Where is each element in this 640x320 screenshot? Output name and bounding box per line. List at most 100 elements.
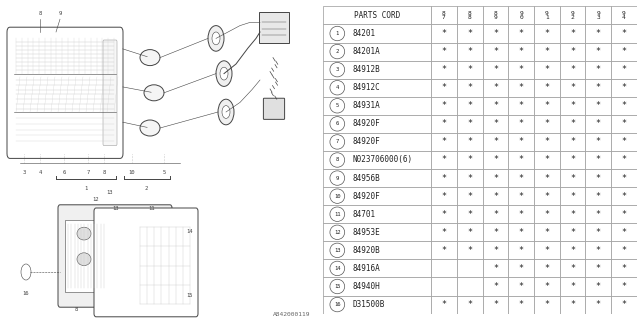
Bar (508, 6, 534, 24)
Bar (559, 223, 586, 241)
Text: *: * (493, 246, 498, 255)
Bar (586, 260, 611, 277)
Bar (323, 205, 431, 223)
Text: *: * (596, 101, 601, 110)
Text: *: * (570, 264, 575, 273)
Text: *: * (442, 137, 447, 147)
Text: *: * (467, 228, 472, 237)
Bar (559, 151, 586, 169)
Bar (586, 79, 611, 97)
Bar (586, 169, 611, 187)
Text: *: * (493, 156, 498, 164)
Text: *: * (544, 246, 549, 255)
Text: *: * (544, 300, 549, 309)
Bar (559, 277, 586, 296)
Circle shape (330, 135, 345, 149)
Bar (611, 260, 637, 277)
Bar (323, 97, 431, 115)
Bar (534, 133, 559, 151)
Bar (431, 60, 457, 79)
Bar (559, 260, 586, 277)
Text: *: * (596, 173, 601, 183)
Text: *: * (467, 65, 472, 74)
Bar (559, 241, 586, 260)
Text: *: * (518, 192, 524, 201)
Text: 11: 11 (148, 206, 156, 211)
Bar (431, 205, 457, 223)
Bar (611, 97, 637, 115)
Text: *: * (621, 65, 627, 74)
Bar (559, 133, 586, 151)
Text: 13: 13 (107, 190, 113, 195)
Bar (534, 97, 559, 115)
Bar (483, 115, 508, 133)
Text: 84920B: 84920B (353, 246, 381, 255)
Text: *: * (544, 29, 549, 38)
Bar (431, 43, 457, 60)
Text: 8: 8 (74, 307, 77, 312)
Text: *: * (596, 65, 601, 74)
Bar (457, 241, 483, 260)
Bar (611, 241, 637, 260)
Text: 84956B: 84956B (353, 173, 381, 183)
Text: *: * (518, 228, 524, 237)
Bar (457, 169, 483, 187)
Bar (483, 241, 508, 260)
Text: *: * (467, 47, 472, 56)
Text: *: * (544, 65, 549, 74)
Bar (431, 187, 457, 205)
Text: *: * (442, 228, 447, 237)
Text: 1: 1 (84, 186, 88, 191)
Text: *: * (493, 282, 498, 291)
Text: 84931A: 84931A (353, 101, 381, 110)
Bar (323, 43, 431, 60)
Text: *: * (544, 119, 549, 128)
Circle shape (330, 207, 345, 221)
Bar (323, 277, 431, 296)
FancyBboxPatch shape (58, 205, 172, 307)
Text: *: * (467, 83, 472, 92)
Text: *: * (596, 192, 601, 201)
Text: *: * (493, 83, 498, 92)
Text: N023706000(6): N023706000(6) (353, 156, 413, 164)
Bar (457, 24, 483, 43)
Text: *: * (493, 101, 498, 110)
Text: *: * (570, 192, 575, 201)
Bar (611, 6, 637, 24)
Bar (323, 79, 431, 97)
Bar (431, 223, 457, 241)
Text: 84920F: 84920F (353, 119, 381, 128)
Text: *: * (570, 119, 575, 128)
Bar (323, 151, 431, 169)
Text: *: * (621, 83, 627, 92)
Bar (483, 133, 508, 151)
Bar (457, 223, 483, 241)
Text: *: * (570, 246, 575, 255)
Text: *: * (442, 300, 447, 309)
Text: 8: 8 (336, 157, 339, 163)
Circle shape (330, 243, 345, 258)
Text: 84912C: 84912C (353, 83, 381, 92)
Bar (508, 115, 534, 133)
FancyBboxPatch shape (7, 27, 123, 158)
Text: *: * (596, 246, 601, 255)
Circle shape (330, 116, 345, 131)
Text: *: * (570, 156, 575, 164)
Text: 14: 14 (334, 266, 340, 271)
Bar (534, 169, 559, 187)
Text: *: * (596, 156, 601, 164)
Bar (457, 260, 483, 277)
Bar (483, 79, 508, 97)
Bar (508, 151, 534, 169)
Text: *: * (442, 210, 447, 219)
Circle shape (330, 26, 345, 41)
Bar (534, 187, 559, 205)
Text: *: * (442, 47, 447, 56)
Text: *: * (442, 101, 447, 110)
Bar (483, 296, 508, 314)
Text: *: * (518, 29, 524, 38)
Bar (508, 43, 534, 60)
Bar (508, 241, 534, 260)
Text: 84953E: 84953E (353, 228, 381, 237)
Text: *: * (467, 192, 472, 201)
